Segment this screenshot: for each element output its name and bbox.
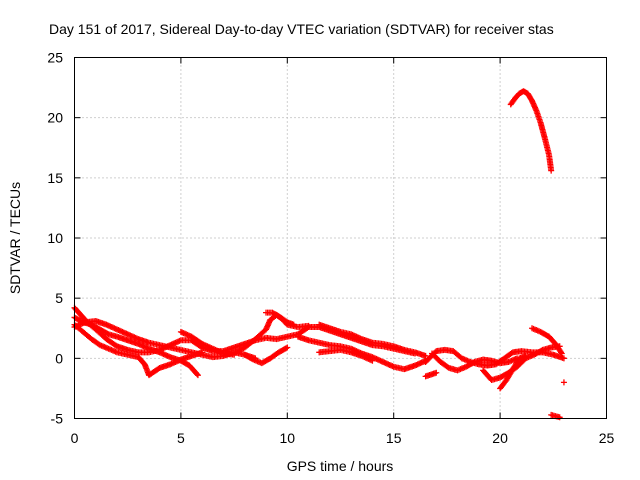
data-point [290, 321, 297, 328]
data-point [422, 352, 429, 359]
x-tick-label: 25 [599, 430, 615, 446]
data-point [305, 322, 312, 329]
y-tick-label: 25 [47, 50, 63, 66]
data-point [558, 349, 565, 356]
grid [74, 57, 607, 419]
x-tick-label: 10 [280, 430, 296, 446]
data-point [522, 352, 529, 359]
x-tick-label: 15 [386, 430, 402, 446]
x-axis: 0 5 10 15 20 25 [71, 57, 615, 446]
y-tick-label: 20 [47, 110, 63, 126]
data-point [556, 414, 563, 421]
x-axis-label: GPS time / hours [287, 458, 394, 474]
y-tick-label: -5 [51, 411, 64, 427]
data-point [284, 344, 291, 351]
chart-title: Day 151 of 2017, Sidereal Day-to-day VTE… [49, 21, 554, 37]
x-tick-label: 20 [492, 430, 508, 446]
data-point [194, 372, 201, 379]
data-point [548, 167, 555, 174]
data-points [71, 88, 567, 421]
y-tick-label: 5 [55, 290, 63, 306]
y-tick-label: 0 [55, 350, 63, 366]
x-tick-label: 5 [177, 430, 185, 446]
data-point [369, 357, 376, 364]
y-tick-label: 15 [47, 170, 63, 186]
data-point [283, 345, 290, 352]
y-axis: -5 0 5 10 15 20 25 [47, 50, 607, 427]
data-point [560, 379, 567, 386]
x-tick-label: 0 [71, 430, 79, 446]
data-point [193, 371, 200, 378]
data-point [558, 350, 565, 357]
y-tick-label: 10 [47, 230, 63, 246]
data-point [560, 355, 567, 362]
y-axis-label: SDTVAR / TECUs [7, 182, 23, 294]
data-point [433, 369, 440, 376]
